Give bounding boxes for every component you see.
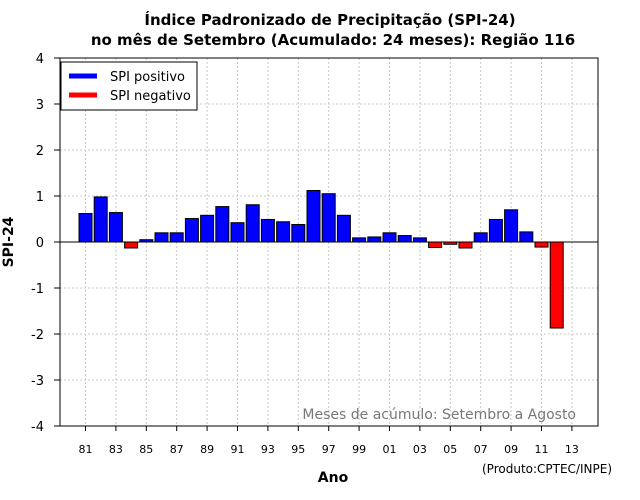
bar-93 [260, 218, 275, 243]
x-tick-label: 01 [383, 443, 397, 456]
x-tick-label: 91 [231, 443, 245, 456]
legend-box [60, 61, 198, 111]
bar-99 [352, 237, 367, 243]
x-axis-title: Ano [318, 470, 349, 486]
legend-positive-label: SPI positivo [110, 70, 185, 85]
x-tick-label: 85 [139, 443, 153, 456]
y-axis: -4 -3 -2 -1 0 1 2 3 4 [31, 52, 60, 435]
x-tick-label: 83 [109, 443, 123, 456]
x-tick-label: 99 [352, 443, 366, 456]
bar-82 [93, 196, 108, 243]
bar-88 [184, 218, 199, 243]
x-tick-label: 03 [413, 443, 427, 456]
chart-subtitle: no mês de Setembro (Acumulado: 24 meses)… [91, 31, 575, 49]
x-tick-label: 81 [79, 443, 93, 456]
x-tick-label: 97 [322, 443, 336, 456]
bar-01 [382, 232, 397, 243]
bar-09 [504, 209, 519, 243]
bar-89 [200, 214, 215, 243]
bar-07 [473, 232, 488, 243]
x-tick-label: 09 [504, 443, 518, 456]
bar-90 [215, 206, 230, 243]
x-tick-label: 87 [170, 443, 184, 456]
bar-12 [549, 241, 564, 329]
bar-97 [321, 193, 336, 243]
bar-11 [534, 241, 549, 248]
y-tick-label: -1 [31, 282, 44, 297]
bar-06 [458, 241, 473, 249]
legend-negative-label: SPI negativo [110, 89, 191, 104]
bar-83 [108, 212, 123, 243]
bar-04 [428, 241, 443, 249]
legend: SPI positivo SPI negativo [60, 61, 198, 111]
bar-03 [412, 237, 427, 243]
x-tick-label: 93 [261, 443, 275, 456]
bar-84 [124, 241, 139, 249]
bar-92 [245, 204, 260, 243]
x-tick-label: 11 [535, 443, 549, 456]
y-tick-label: 4 [36, 52, 44, 67]
bar-95 [291, 224, 306, 243]
bar-10 [519, 231, 534, 243]
bar-86 [154, 232, 169, 243]
x-tick-label: 13 [565, 443, 579, 456]
bar-98 [336, 214, 351, 243]
y-axis-title: SPI-24 [1, 216, 17, 267]
y-tick-label: 3 [36, 98, 44, 113]
x-tick-label: 05 [443, 443, 457, 456]
bar-08 [488, 218, 503, 243]
bar-94 [276, 221, 291, 243]
bar-91 [230, 222, 245, 243]
chart-title: Índice Padronizado de Precipitação (SPI-… [144, 10, 515, 29]
product-credit: (Produto:CPTEC/INPE) [482, 462, 612, 476]
bar-81 [78, 212, 93, 243]
bar-87 [169, 232, 184, 243]
x-tick-label: 89 [200, 443, 214, 456]
x-tick-label: 07 [474, 443, 488, 456]
bar-96 [306, 189, 321, 243]
x-axis: 81 83 85 87 89 91 93 95 97 99 01 03 05 07 09 11 13 [79, 426, 579, 456]
y-tick-label: -4 [31, 420, 44, 435]
bar-00 [367, 236, 382, 243]
y-tick-label: 0 [36, 236, 44, 251]
y-tick-label: 2 [36, 144, 44, 159]
y-tick-label: 1 [36, 190, 44, 205]
bars [78, 189, 564, 329]
x-tick-label: 95 [291, 443, 305, 456]
bar-02 [397, 235, 412, 243]
accumulation-note: Meses de acúmulo: Setembro a Agosto [302, 407, 576, 423]
y-tick-label: -3 [31, 374, 44, 389]
y-tick-label: -2 [31, 328, 44, 343]
